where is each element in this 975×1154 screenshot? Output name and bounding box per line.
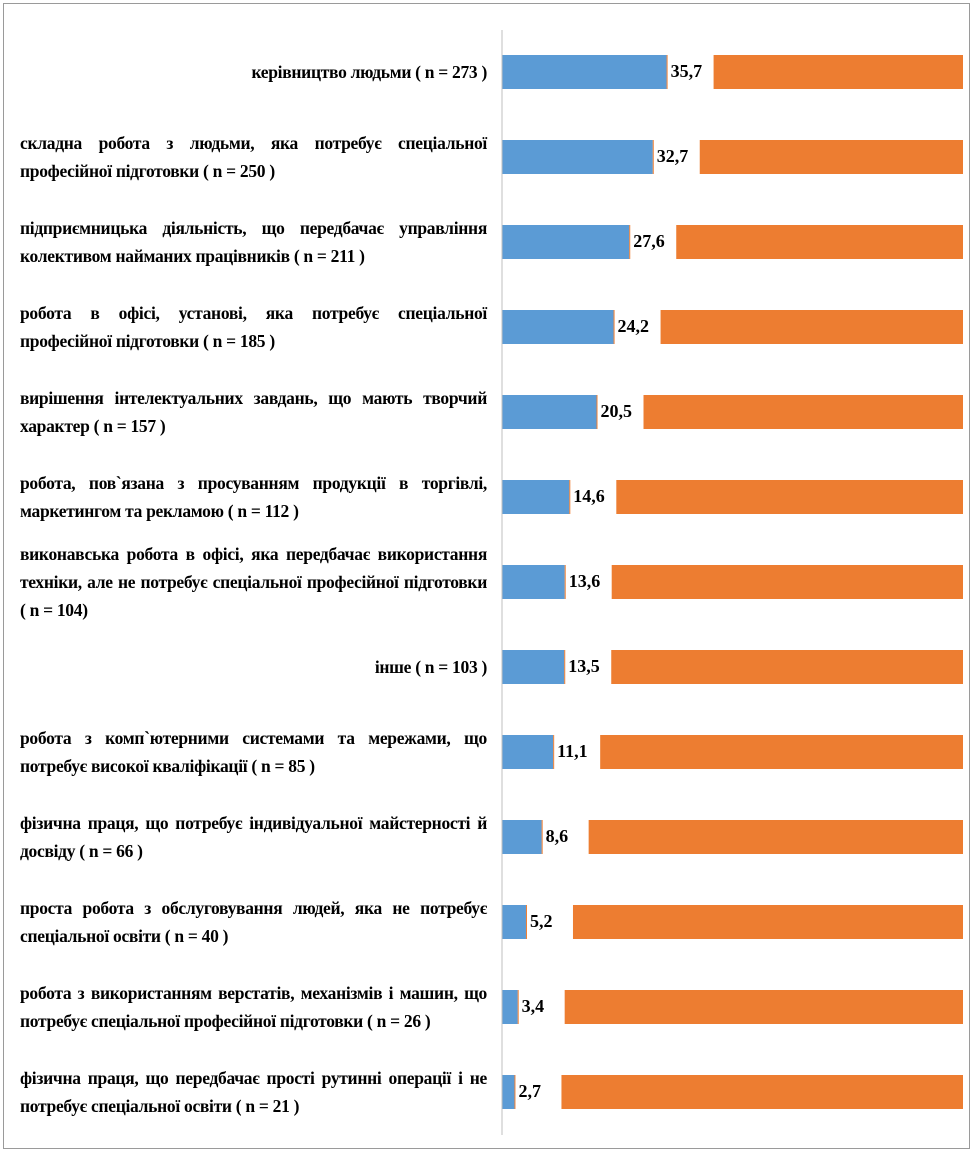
category-label: робота з використанням верстатів, механі… xyxy=(20,983,487,1031)
category-label: фізична праця, що передбачає прості рути… xyxy=(20,1068,487,1116)
label-background xyxy=(526,904,573,940)
bar-segment xyxy=(502,140,653,174)
bar-segment xyxy=(502,820,542,854)
category-label: інше ( n = 103 ) xyxy=(374,657,487,677)
label-background xyxy=(515,1074,562,1110)
bar-segment xyxy=(502,225,630,259)
bar-segment xyxy=(502,55,667,89)
bar-segment xyxy=(502,1075,515,1109)
label-background xyxy=(565,564,612,600)
label-background xyxy=(570,479,617,515)
bar-segment xyxy=(596,395,963,429)
bar-segment xyxy=(502,650,565,684)
label-background xyxy=(630,224,677,260)
bar-segment xyxy=(517,990,963,1024)
label-background xyxy=(667,54,714,90)
bar-segment xyxy=(502,735,554,769)
bar-segment xyxy=(502,990,518,1024)
bar-segment xyxy=(502,565,565,599)
category-label: керівництво людьми ( n = 273 ) xyxy=(251,62,487,82)
bar-segment xyxy=(514,1075,963,1109)
category-label: складна робота з людьми, яка потребує сп… xyxy=(20,133,487,181)
bar-segment xyxy=(541,820,963,854)
bar-segment xyxy=(629,225,963,259)
bar-segment xyxy=(564,650,963,684)
bar-segment xyxy=(502,480,570,514)
label-background xyxy=(542,819,589,855)
value-label: 11,1 xyxy=(557,741,588,761)
value-label: 13,6 xyxy=(569,571,601,591)
category-label: виконавська робота в офісі, яка передбач… xyxy=(20,544,487,620)
value-label: 5,2 xyxy=(530,911,553,931)
bar-segment xyxy=(502,905,526,939)
value-label: 32,7 xyxy=(657,146,689,166)
category-label: фізична праця, що потребує індивідуально… xyxy=(20,813,487,861)
category-label: робота, пов`язана з просуванням продукці… xyxy=(20,473,487,521)
value-label: 27,6 xyxy=(633,231,665,251)
label-background xyxy=(653,139,700,175)
bar-segment xyxy=(553,735,963,769)
value-label: 35,7 xyxy=(671,61,703,81)
category-label: робота з комп`ютерними системами та мере… xyxy=(20,728,487,776)
value-label: 20,5 xyxy=(601,401,633,421)
category-label: проста робота з обслуговування людей, як… xyxy=(20,898,487,946)
label-background xyxy=(518,989,565,1025)
bar-segment xyxy=(502,310,614,344)
label-background xyxy=(565,649,612,685)
value-label: 8,6 xyxy=(546,826,569,846)
chart-frame xyxy=(3,3,970,1149)
bar-segment xyxy=(666,55,963,89)
bar-segment xyxy=(525,905,963,939)
bar-segment xyxy=(569,480,963,514)
bar-segment xyxy=(652,140,963,174)
label-background xyxy=(554,734,601,770)
category-label: підприємницька діяльність, що передбачає… xyxy=(20,218,487,266)
value-label: 3,4 xyxy=(522,996,545,1016)
value-label: 24,2 xyxy=(618,316,650,336)
bar-segment xyxy=(613,310,963,344)
bar-segment xyxy=(564,565,963,599)
category-label: робота в офісі, установі, яка потребує с… xyxy=(20,303,487,351)
label-background xyxy=(597,394,644,430)
value-label: 13,5 xyxy=(568,656,600,676)
value-label: 2,7 xyxy=(518,1081,541,1101)
value-label: 14,6 xyxy=(573,486,605,506)
category-label: вирішення інтелектуальних завдань, що ма… xyxy=(20,388,487,436)
label-background xyxy=(614,309,661,345)
bar-segment xyxy=(502,395,597,429)
